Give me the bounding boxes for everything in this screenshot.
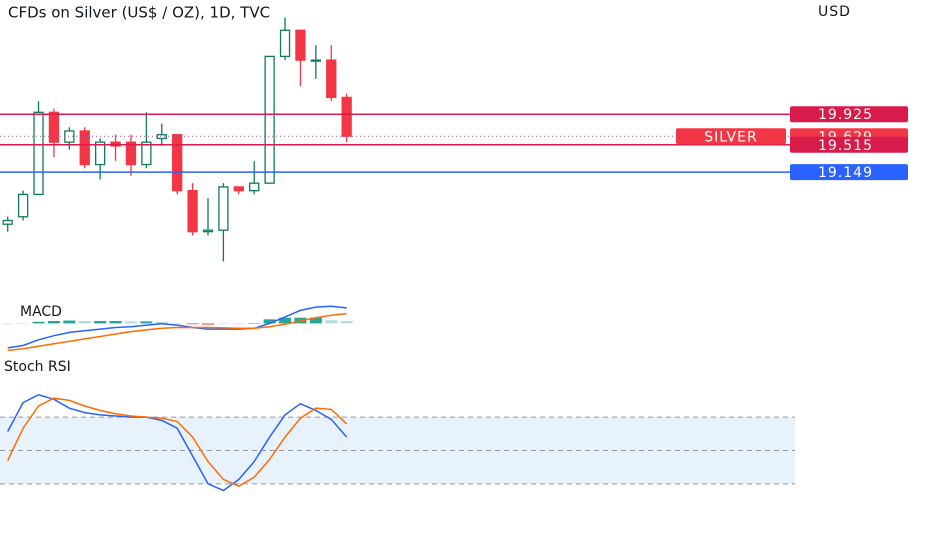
macd-histogram-bar bbox=[325, 320, 338, 324]
price-level-box bbox=[790, 106, 908, 123]
price-level-label: 19.515 bbox=[818, 138, 873, 154]
candle-body bbox=[341, 96, 352, 137]
candle-body bbox=[156, 134, 167, 140]
macd-histogram-bar bbox=[279, 317, 292, 324]
macd-histogram-bar bbox=[63, 320, 76, 324]
currency-label: USD bbox=[818, 4, 851, 20]
stoch-line bbox=[7, 397, 348, 487]
macd-histogram-bar bbox=[232, 323, 245, 325]
macd-histogram-bar bbox=[47, 320, 60, 324]
candle-body bbox=[2, 219, 13, 225]
stoch-line bbox=[7, 393, 348, 492]
macd-title: MACD bbox=[20, 304, 62, 320]
candle-body bbox=[202, 229, 214, 233]
macd-histogram-bar bbox=[109, 320, 122, 324]
macd-line bbox=[7, 312, 347, 352]
price-level-box bbox=[790, 164, 908, 181]
candle-body bbox=[233, 186, 244, 192]
macd-histogram-bar bbox=[340, 320, 353, 324]
macd-histogram-bar bbox=[17, 323, 30, 324]
candle-body bbox=[279, 29, 291, 58]
grid-layer bbox=[0, 416, 795, 485]
macd-histogram-bar bbox=[217, 323, 230, 325]
macd-histogram-bar bbox=[140, 321, 153, 324]
macd-histogram-bar bbox=[124, 321, 137, 324]
macd-histogram-bar bbox=[309, 317, 322, 324]
price-level-label: 19.149 bbox=[818, 165, 873, 181]
candle-body bbox=[172, 134, 183, 192]
candle-body bbox=[33, 111, 44, 196]
macd-histogram-bar bbox=[32, 321, 45, 324]
macd-histogram-bar bbox=[94, 320, 107, 324]
macd-histogram-bar bbox=[155, 321, 168, 324]
candle-body bbox=[295, 29, 306, 61]
macd-histogram-bar bbox=[263, 319, 276, 324]
macd-histogram-bar bbox=[201, 323, 214, 325]
candle-body bbox=[141, 141, 152, 166]
macd-line bbox=[7, 305, 347, 349]
candle-body bbox=[17, 193, 29, 218]
candle-body bbox=[48, 111, 60, 143]
candle-body bbox=[310, 59, 321, 62]
symbol-tag-box bbox=[676, 128, 786, 145]
stoch-title: Stoch RSI bbox=[4, 359, 71, 375]
symbol-tag: SILVER bbox=[704, 129, 757, 145]
macd-histogram-bar bbox=[1, 323, 14, 325]
candle-body bbox=[249, 182, 260, 192]
candle-body bbox=[187, 190, 198, 233]
marks-layer bbox=[0, 17, 790, 492]
chart-title: CFDs on Silver (US$ / OZ), 1D, TVC bbox=[8, 4, 270, 22]
price-level-box bbox=[790, 136, 908, 153]
candle-body bbox=[218, 186, 229, 231]
macd-histogram-bar bbox=[171, 323, 184, 324]
candle-body bbox=[94, 141, 106, 166]
candle-body bbox=[326, 59, 337, 99]
macd-histogram-bar bbox=[248, 323, 261, 324]
price-level-label: 19.925 bbox=[818, 107, 873, 123]
macd-histogram-bar bbox=[186, 323, 199, 325]
candle-body bbox=[264, 55, 275, 184]
candle-body bbox=[125, 141, 137, 166]
candle-body bbox=[79, 130, 90, 166]
macd-histogram-bar bbox=[78, 320, 91, 324]
